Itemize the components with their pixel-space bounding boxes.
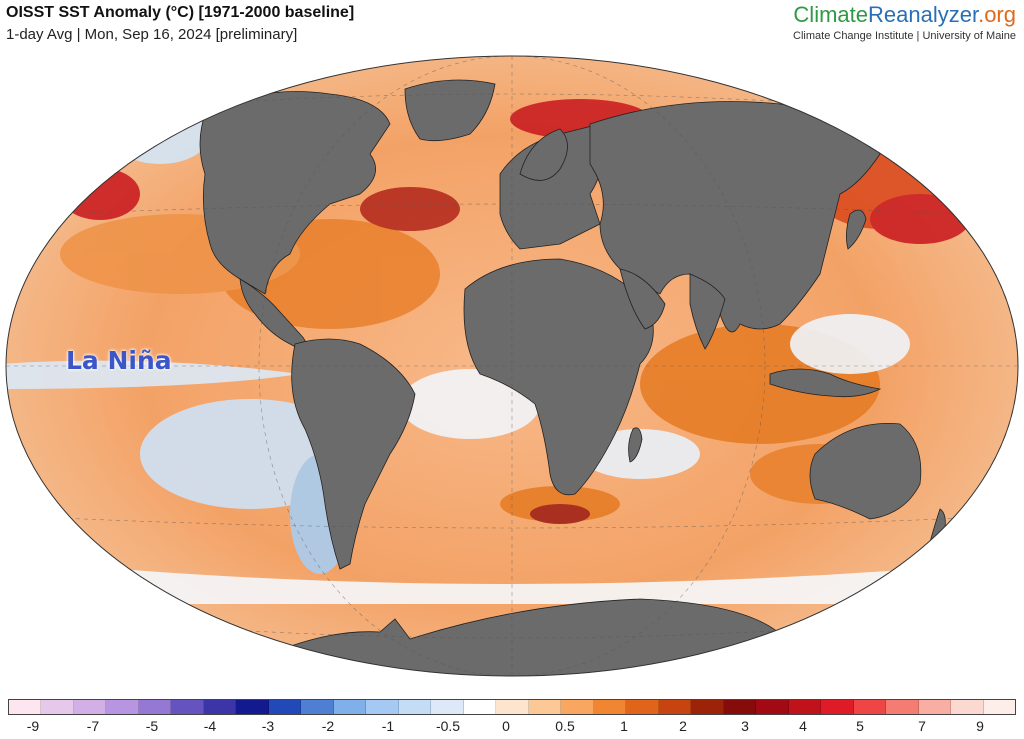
map-area bbox=[0, 44, 1024, 690]
colorbar-segment bbox=[463, 700, 497, 714]
la-nina-label: La Niña bbox=[66, 346, 172, 375]
brand-logo-part3: .org bbox=[978, 2, 1016, 27]
colorbar-tick-label: -0.5 bbox=[435, 718, 461, 734]
colorbar-tick-label: 5 bbox=[856, 718, 864, 734]
colorbar-tick-label: 3 bbox=[741, 718, 749, 734]
land-indonesia bbox=[769, 368, 882, 398]
colorbar-segment bbox=[983, 700, 1016, 714]
colorbar-tick-label: 2 bbox=[679, 718, 687, 734]
colorbar-segment bbox=[496, 700, 529, 714]
colorbar-segment bbox=[756, 700, 789, 714]
brand-block: ClimateReanalyzer.org Climate Change Ins… bbox=[793, 2, 1016, 42]
colorbar-segment bbox=[658, 700, 692, 714]
colorbar-segment bbox=[203, 700, 237, 714]
colorbar-tick-label: -3 bbox=[261, 718, 275, 734]
brand-logo-part2: Reanalyzer bbox=[868, 2, 979, 27]
colorbar-segment bbox=[398, 700, 432, 714]
colorbar-segment bbox=[561, 700, 594, 714]
colorbar-tick-label: -1 bbox=[381, 718, 395, 734]
colorbar-segment bbox=[723, 700, 757, 714]
land-north-america bbox=[199, 91, 391, 295]
colorbar-tick-label: -9 bbox=[26, 718, 40, 734]
land-africa bbox=[463, 258, 654, 496]
colorbar-segment bbox=[528, 700, 562, 714]
colorbar-segment bbox=[951, 700, 984, 714]
colorbar-tick-label: -5 bbox=[145, 718, 159, 734]
colorbar-segment bbox=[918, 700, 952, 714]
colorbar-segment bbox=[626, 700, 659, 714]
graticule bbox=[6, 56, 1018, 676]
colorbar-segment bbox=[853, 700, 887, 714]
colorbar-segment bbox=[73, 700, 107, 714]
colorbar-tick-label: -7 bbox=[86, 718, 100, 734]
colorbar-segment bbox=[333, 700, 367, 714]
colorbar-tick-label: 1 bbox=[620, 718, 628, 734]
land-india bbox=[689, 273, 726, 350]
colorbar-segment bbox=[301, 700, 334, 714]
colorbar-segment bbox=[886, 700, 919, 714]
colorbar-segment bbox=[106, 700, 139, 714]
brand-logo-part1: Climate bbox=[793, 2, 868, 27]
land-south-america bbox=[291, 338, 416, 570]
land-australia bbox=[809, 423, 922, 520]
colorbar-segment bbox=[431, 700, 464, 714]
land-greenland bbox=[404, 79, 496, 142]
land-japan bbox=[846, 209, 867, 250]
colorbar-segment bbox=[138, 700, 172, 714]
colorbar-segment bbox=[268, 700, 302, 714]
colorbar-segment bbox=[788, 700, 822, 714]
colorbar-segment bbox=[9, 700, 42, 714]
brand-tagline: Climate Change Institute | University of… bbox=[793, 30, 1016, 42]
colorbar-tick-label: 0.5 bbox=[555, 718, 575, 734]
map-title: OISST SST Anomaly (°C) [1971-2000 baseli… bbox=[6, 4, 355, 21]
globe-outline bbox=[5, 55, 1019, 677]
colorbar-segment bbox=[593, 700, 627, 714]
colorbar-segment bbox=[691, 700, 724, 714]
colorbar-tick-label: 9 bbox=[976, 718, 984, 734]
colorbar-tick-label: 0 bbox=[502, 718, 510, 734]
land-scandinavia bbox=[519, 128, 568, 181]
colorbar-ticks: -9 -7 -5 -4 -3 -2 -1 -0.5 0 0.5 1 2 3 4 5 7 9 bbox=[8, 718, 1016, 736]
colorbar-tick-label: 4 bbox=[799, 718, 807, 734]
colorbar-segment bbox=[236, 700, 269, 714]
colorbar-segment bbox=[821, 700, 854, 714]
colorbar-segment bbox=[366, 700, 399, 714]
colorbar-tick-label: -4 bbox=[203, 718, 217, 734]
brand-logo[interactable]: ClimateReanalyzer.org bbox=[793, 2, 1016, 28]
colorbar-segment bbox=[171, 700, 204, 714]
colorbar bbox=[8, 699, 1016, 715]
colorbar-tick-label: -2 bbox=[321, 718, 335, 734]
land-arabia bbox=[619, 268, 666, 330]
world-map bbox=[5, 55, 1019, 677]
land-madagascar bbox=[628, 427, 643, 463]
colorbar-segment bbox=[41, 700, 74, 714]
map-subtitle: 1-day Avg | Mon, Sep 16, 2024 [prelimina… bbox=[6, 26, 298, 43]
colorbar-tick-label: 7 bbox=[918, 718, 926, 734]
